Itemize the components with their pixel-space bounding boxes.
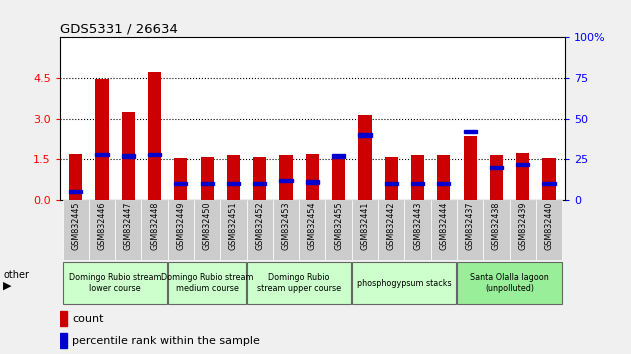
Bar <box>464 130 476 133</box>
Bar <box>194 200 220 260</box>
Bar <box>220 200 247 260</box>
Bar <box>543 182 555 185</box>
Text: count: count <box>72 314 103 324</box>
Bar <box>69 154 82 200</box>
Bar <box>60 311 67 326</box>
Text: GSM832444: GSM832444 <box>439 201 448 250</box>
FancyBboxPatch shape <box>63 262 167 304</box>
Bar <box>280 179 293 182</box>
Bar <box>280 155 293 200</box>
Bar <box>201 182 214 185</box>
Bar <box>115 200 141 260</box>
Text: GSM832437: GSM832437 <box>466 201 475 250</box>
Text: percentile rank within the sample: percentile rank within the sample <box>72 336 260 346</box>
FancyBboxPatch shape <box>247 262 351 304</box>
Bar <box>253 156 266 200</box>
Text: GSM832449: GSM832449 <box>177 201 186 250</box>
Bar <box>148 73 161 200</box>
Text: GSM832442: GSM832442 <box>387 201 396 250</box>
Bar <box>95 153 109 156</box>
Text: GSM832453: GSM832453 <box>281 201 290 250</box>
Bar <box>89 200 115 260</box>
Text: phosphogypsum stacks: phosphogypsum stacks <box>357 279 452 288</box>
Bar <box>227 182 240 185</box>
Text: GDS5331 / 26634: GDS5331 / 26634 <box>60 22 178 35</box>
Text: GSM832455: GSM832455 <box>334 201 343 250</box>
Bar <box>411 182 424 185</box>
Bar <box>227 155 240 200</box>
Text: GSM832438: GSM832438 <box>492 201 501 250</box>
Bar <box>430 200 457 260</box>
Bar <box>253 182 266 185</box>
Text: GSM832450: GSM832450 <box>203 201 211 250</box>
Bar <box>95 79 109 200</box>
Bar <box>141 200 168 260</box>
Bar <box>352 200 378 260</box>
Text: Domingo Rubio stream
medium course: Domingo Rubio stream medium course <box>161 273 254 293</box>
Bar <box>201 156 214 200</box>
Bar <box>509 200 536 260</box>
Bar <box>437 182 451 185</box>
FancyBboxPatch shape <box>352 262 456 304</box>
Bar <box>168 200 194 260</box>
Bar <box>60 333 67 348</box>
FancyBboxPatch shape <box>168 262 246 304</box>
Bar <box>457 200 483 260</box>
Bar <box>306 181 319 184</box>
Bar <box>174 158 187 200</box>
Bar <box>358 133 372 137</box>
Text: GSM832439: GSM832439 <box>518 201 527 250</box>
Bar <box>247 200 273 260</box>
Bar <box>358 115 372 200</box>
Text: GSM832448: GSM832448 <box>150 201 159 250</box>
Bar <box>543 158 555 200</box>
Bar <box>273 200 299 260</box>
Bar <box>326 200 352 260</box>
Bar <box>516 153 529 200</box>
Bar <box>490 166 503 169</box>
Text: Domingo Rubio
stream upper course: Domingo Rubio stream upper course <box>257 273 341 293</box>
Bar <box>483 200 510 260</box>
Bar <box>299 200 326 260</box>
Bar <box>122 154 135 158</box>
Bar <box>437 155 451 200</box>
Bar <box>411 155 424 200</box>
Bar <box>148 153 161 156</box>
Bar <box>516 162 529 166</box>
Text: ▶: ▶ <box>3 280 11 290</box>
Text: GSM832443: GSM832443 <box>413 201 422 250</box>
Text: GSM832440: GSM832440 <box>545 201 553 250</box>
Bar <box>464 136 476 200</box>
Bar <box>122 112 135 200</box>
Text: GSM832445: GSM832445 <box>71 201 80 250</box>
Bar <box>536 200 562 260</box>
Bar <box>385 182 398 185</box>
Bar <box>69 190 82 194</box>
Bar <box>332 154 345 158</box>
Text: GSM832441: GSM832441 <box>360 201 369 250</box>
Bar <box>332 154 345 200</box>
Text: GSM832447: GSM832447 <box>124 201 133 250</box>
Bar <box>62 200 89 260</box>
FancyBboxPatch shape <box>457 262 562 304</box>
Text: Domingo Rubio stream
lower course: Domingo Rubio stream lower course <box>69 273 162 293</box>
Bar <box>378 200 404 260</box>
Text: GSM832452: GSM832452 <box>256 201 264 250</box>
Text: GSM832446: GSM832446 <box>98 201 107 250</box>
Text: other: other <box>3 270 29 280</box>
Bar <box>306 154 319 200</box>
Text: GSM832454: GSM832454 <box>308 201 317 250</box>
Bar <box>385 156 398 200</box>
Text: Santa Olalla lagoon
(unpolluted): Santa Olalla lagoon (unpolluted) <box>470 273 549 293</box>
Bar <box>174 182 187 185</box>
Bar <box>490 155 503 200</box>
Text: GSM832451: GSM832451 <box>229 201 238 250</box>
Bar <box>404 200 430 260</box>
